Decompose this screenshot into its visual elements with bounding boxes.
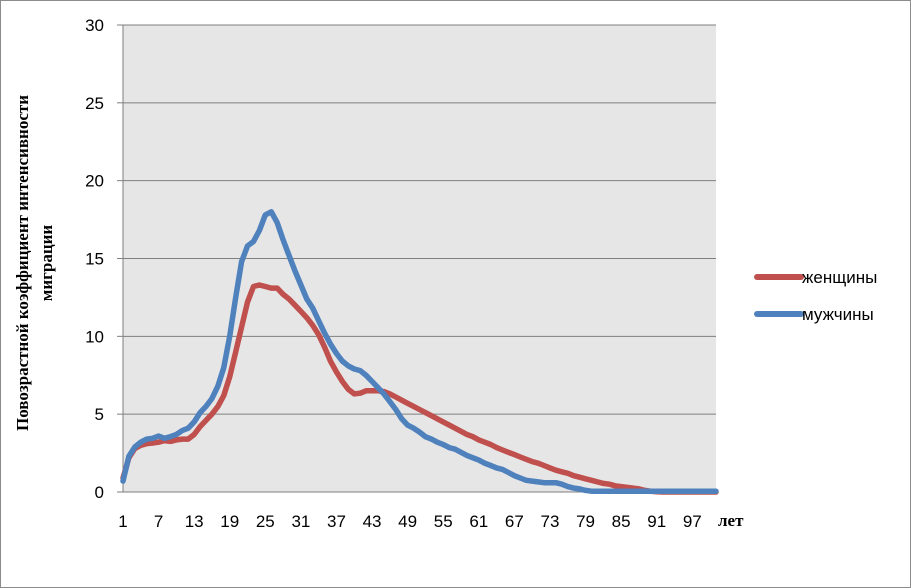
series-line-women [120, 282, 719, 495]
series-lines [120, 209, 719, 495]
x-tick-label: 61 [469, 512, 488, 531]
y-tick-label: 5 [95, 405, 104, 424]
x-axis-unit-label: лет [718, 511, 744, 530]
x-tick-label: 25 [256, 512, 275, 531]
x-tick-label: 31 [291, 512, 310, 531]
y-axis-label-line-2: миграции [37, 225, 56, 302]
y-axis-label: Повозрастной коэффициент интенсивности м… [13, 95, 56, 431]
y-tick-label: 0 [95, 483, 104, 502]
x-tick-label: 97 [683, 512, 702, 531]
x-tick-label: 85 [612, 512, 631, 531]
y-axis-label-line-1: Повозрастной коэффициент интенсивности [13, 95, 32, 431]
legend-label-women: женщины [802, 268, 877, 287]
y-tick-label: 25 [85, 94, 104, 113]
legend-label-men: мужчины [802, 305, 874, 324]
x-tick-label: 49 [398, 512, 417, 531]
y-tick-labels: 0 5 10 15 20 25 30 [85, 16, 104, 502]
y-tick-label: 10 [85, 327, 104, 346]
x-tick-label: 43 [363, 512, 382, 531]
y-tick-label: 20 [85, 172, 104, 191]
x-tick-label: 91 [647, 512, 666, 531]
x-tick-label: 37 [327, 512, 346, 531]
grid-lines [117, 24, 716, 493]
x-tick-label: 73 [540, 512, 559, 531]
y-tick-label: 15 [85, 250, 104, 269]
x-tick-label: 79 [576, 512, 595, 531]
series-line-men [120, 209, 719, 494]
x-tick-label: 1 [118, 512, 127, 531]
y-tick-label: 30 [85, 16, 104, 35]
x-tick-label: 19 [220, 512, 239, 531]
x-tick-label: 13 [185, 512, 204, 531]
x-tick-label: 67 [505, 512, 524, 531]
legend: женщины мужчины [754, 268, 877, 324]
x-tick-labels: 1 7 13 19 25 31 37 43 49 55 61 67 73 79 85 91 97 [118, 512, 701, 531]
x-tick-label: 7 [154, 512, 163, 531]
x-tick-label: 55 [434, 512, 453, 531]
